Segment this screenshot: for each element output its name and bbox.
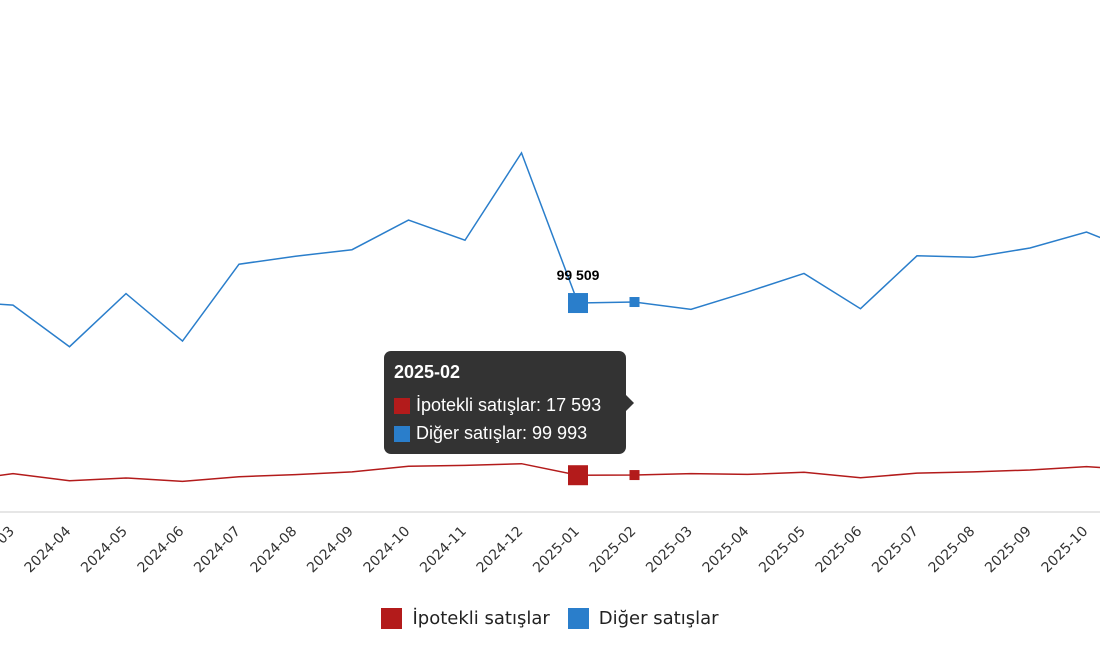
x-tick-label: 2024-08 <box>248 524 301 577</box>
x-tick-label: 2024-04 <box>22 523 75 576</box>
legend-label-diger: Diğer satışlar <box>598 608 719 629</box>
chart-tooltip: 2025-02 İpotekli satışlar: 17 593 Diğer … <box>384 351 634 454</box>
x-tick-label: 2025-08 <box>926 524 979 577</box>
x-tick-label: 03 <box>0 524 18 548</box>
x-tick-label: 2024-10 <box>361 524 414 577</box>
tooltip-row-diger: Diğer satışlar: 99 993 <box>394 423 616 444</box>
x-tick-label: 2025-05 <box>756 524 809 577</box>
legend-swatch-diger <box>567 608 589 629</box>
data-point-marker[interactable] <box>629 470 640 481</box>
series-line-diger <box>0 151 1100 348</box>
x-tick-label: 2024-12 <box>474 524 527 577</box>
legend-swatch-ipotekli <box>381 608 403 629</box>
x-tick-label: 2025-09 <box>982 524 1035 577</box>
chart-legend: İpotekli satışlar Diğer satışlar <box>0 608 1100 629</box>
tooltip-swatch-diger <box>394 425 410 442</box>
x-tick-label: 2025-07 <box>869 524 922 577</box>
x-tick-label: 2024-11 <box>417 524 470 577</box>
x-tick-label: 2025-02 <box>587 524 640 577</box>
tooltip-row-ipotekli: İpotekli satışlar: 17 593 <box>394 395 616 416</box>
tooltip-text-ipotekli: İpotekli satışlar: 17 593 <box>416 395 602 415</box>
tooltip-text-diger: Diğer satışlar: 99 993 <box>416 423 588 443</box>
x-tick-label: 2024-07 <box>191 524 244 577</box>
tooltip-swatch-ipotekli <box>394 397 410 414</box>
tooltip-title: 2025-02 <box>394 362 461 382</box>
legend-item-diger[interactable]: Diğer satışlar <box>567 608 719 629</box>
x-tick-label: 2024-06 <box>135 523 188 576</box>
x-tick-label: 2025-03 <box>643 524 696 577</box>
legend-item-ipotekli[interactable]: İpotekli satışlar <box>381 608 550 629</box>
x-tick-label: 2024-09 <box>304 524 357 577</box>
x-tick-label: 2025-10 <box>1039 524 1092 577</box>
x-tick-label: 2025-04 <box>700 523 753 576</box>
data-point-marker[interactable] <box>629 297 640 308</box>
x-tick-label: 2024-05 <box>78 524 131 577</box>
x-tick-label: 2025-06 <box>813 523 866 576</box>
series-line-ipotekli <box>0 462 1100 483</box>
x-tick-label: 2025-01 <box>530 524 583 577</box>
data-point-marker[interactable] <box>568 293 588 314</box>
legend-label-ipotekli: İpotekli satışlar <box>412 608 550 629</box>
data-label: 99 509 <box>557 267 600 283</box>
data-point-marker[interactable] <box>568 465 588 486</box>
